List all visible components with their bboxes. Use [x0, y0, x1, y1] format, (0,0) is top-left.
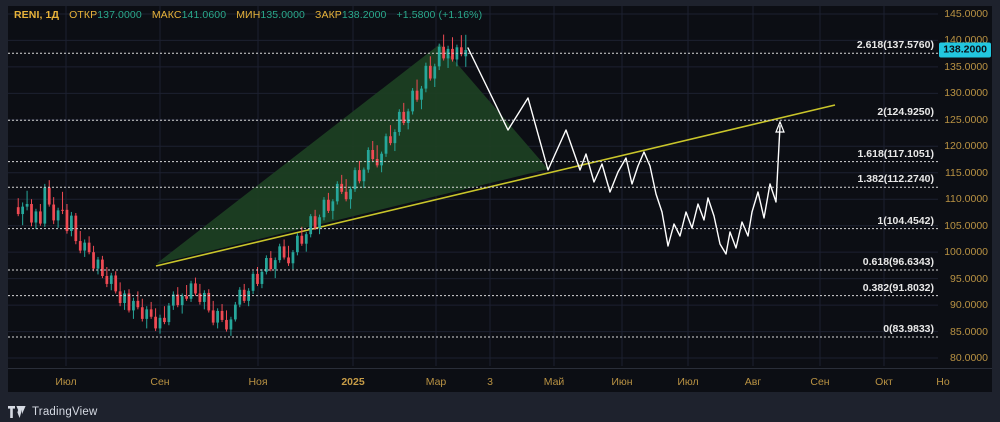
- footer-brand[interactable]: TradingView: [8, 406, 97, 418]
- symbol-title[interactable]: RENI, 1Д: [14, 9, 60, 21]
- low-label: МИН: [236, 9, 261, 21]
- price-tick-label: 105.0000: [944, 219, 988, 232]
- fib-level-label: 0(83.9833): [883, 322, 934, 335]
- time-tick-label: Авг: [744, 376, 762, 388]
- time-tick-label: 2025: [341, 376, 365, 388]
- fib-level-label: 1.382(112.2740): [857, 173, 934, 186]
- time-tick-label: Сен: [150, 376, 170, 388]
- tradingview-logo-icon: [8, 406, 26, 418]
- chart-canvas[interactable]: 2.618(137.5760) 2(124.9250) 1.618(117.1051…: [8, 6, 992, 392]
- time-tick-label: Сен: [810, 376, 830, 388]
- current-price-badge[interactable]: 138.2000: [939, 42, 991, 58]
- price-tick-label: 80.0000: [950, 352, 988, 365]
- price-tick-label: 135.0000: [944, 60, 988, 73]
- time-tick-label: 3: [487, 376, 493, 388]
- price-tick-label: 115.0000: [944, 166, 988, 179]
- price-tick-label: 100.0000: [944, 246, 988, 259]
- fib-level-label: 1(104.4542): [877, 214, 934, 227]
- brand-name: TradingView: [32, 406, 98, 418]
- price-axis[interactable]: 145.0000 140.0000 135.0000 130.0000 125.0000…: [938, 6, 992, 392]
- close-label: ЗАКР: [315, 9, 342, 21]
- high-value: 141.0600: [181, 9, 227, 21]
- fib-level-label: 1.618(117.1051): [857, 147, 934, 160]
- plot-region[interactable]: [8, 6, 938, 366]
- close-value: 138.2000: [341, 9, 387, 21]
- time-tick-label: Ноя: [248, 376, 268, 388]
- time-tick-label: Июн: [611, 376, 633, 388]
- low-value: 135.0000: [260, 9, 305, 21]
- time-tick-label: Мар: [425, 376, 447, 388]
- price-tick-label: 120.0000: [944, 140, 988, 153]
- price-tick-label: 110.0000: [944, 193, 988, 206]
- symbol-legend[interactable]: RENI, 1Д ОТКР137.0000 МАКС141.0600 МИН13…: [14, 9, 482, 21]
- price-tick-label: 125.0000: [944, 113, 988, 126]
- time-tick-label: Но: [936, 376, 950, 388]
- candlestick-series: [16, 34, 468, 336]
- open-value: 137.0000: [97, 9, 142, 21]
- time-tick-label: Июл: [55, 376, 77, 388]
- fib-level-label: 2(124.9250): [877, 106, 934, 119]
- price-tick-label: 85.0000: [950, 325, 988, 338]
- drawings-layer: [155, 44, 836, 267]
- fib-level-label: 0.618(96.6343): [862, 255, 934, 268]
- fib-level-label: 0.382(91.8032): [862, 281, 934, 294]
- price-tick-label: 145.0000: [944, 7, 988, 20]
- price-tick-label: 90.0000: [950, 299, 988, 312]
- time-tick-label: Май: [543, 376, 565, 388]
- time-tick-label: Окт: [875, 376, 893, 388]
- time-axis[interactable]: Июл Сен Ноя 2025 Мар 3 Май Июн Июл Авг Сен Окт Но: [8, 368, 992, 392]
- fibonacci-layer: [8, 52, 938, 338]
- high-label: МАКС: [151, 9, 182, 21]
- open-label: ОТКР: [69, 9, 98, 21]
- time-tick-label: Июл: [677, 376, 699, 388]
- price-tick-label: 130.0000: [944, 87, 988, 100]
- change-value: +1.5800 (+1.16%): [396, 9, 483, 21]
- price-tick-label: 95.0000: [950, 272, 988, 285]
- fib-level-label: 2.618(137.5760): [856, 39, 934, 52]
